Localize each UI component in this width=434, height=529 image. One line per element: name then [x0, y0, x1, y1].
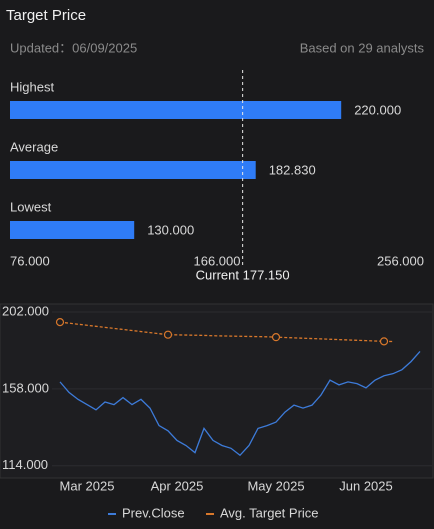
legend-label: Prev.Close	[122, 505, 185, 520]
series-line	[59, 321, 394, 343]
x-tick-label: 166.000	[194, 253, 241, 268]
x-tick-label: Mar 2025	[60, 478, 115, 493]
series-marker	[163, 330, 173, 339]
value-label: 182.830	[269, 162, 316, 177]
line-panel	[0, 303, 434, 479]
x-tick-label: Jun 2025	[339, 478, 393, 493]
title: Target Price	[6, 7, 86, 24]
x-tick-label: May 2025	[247, 478, 304, 493]
series-line	[59, 351, 421, 457]
analysts: Based on 29 analysts	[300, 40, 425, 55]
bar	[10, 161, 256, 179]
x-tick-label: 256.000	[377, 253, 424, 268]
bar-label: Highest	[10, 79, 54, 94]
bar	[10, 221, 135, 239]
current-label: Current 177.150	[196, 267, 290, 282]
y-tick-label: 202.000	[2, 303, 49, 318]
bar-label: Lowest	[10, 199, 52, 214]
series-marker	[55, 318, 65, 327]
value-label: 130.000	[147, 222, 194, 237]
legend-label: Avg. Target Price	[220, 505, 319, 520]
value-label: 220.000	[354, 102, 401, 117]
bar-label: Average	[10, 139, 58, 154]
y-tick-label: 114.000	[2, 457, 48, 472]
x-tick-label: 76.000	[10, 253, 50, 268]
x-tick-label: Apr 2025	[151, 478, 204, 493]
updated: Updated：06/09/2025	[10, 40, 137, 55]
y-tick-label: 158.000	[2, 380, 49, 395]
bar	[10, 101, 342, 119]
series-marker	[379, 337, 389, 346]
series-marker	[271, 333, 281, 342]
